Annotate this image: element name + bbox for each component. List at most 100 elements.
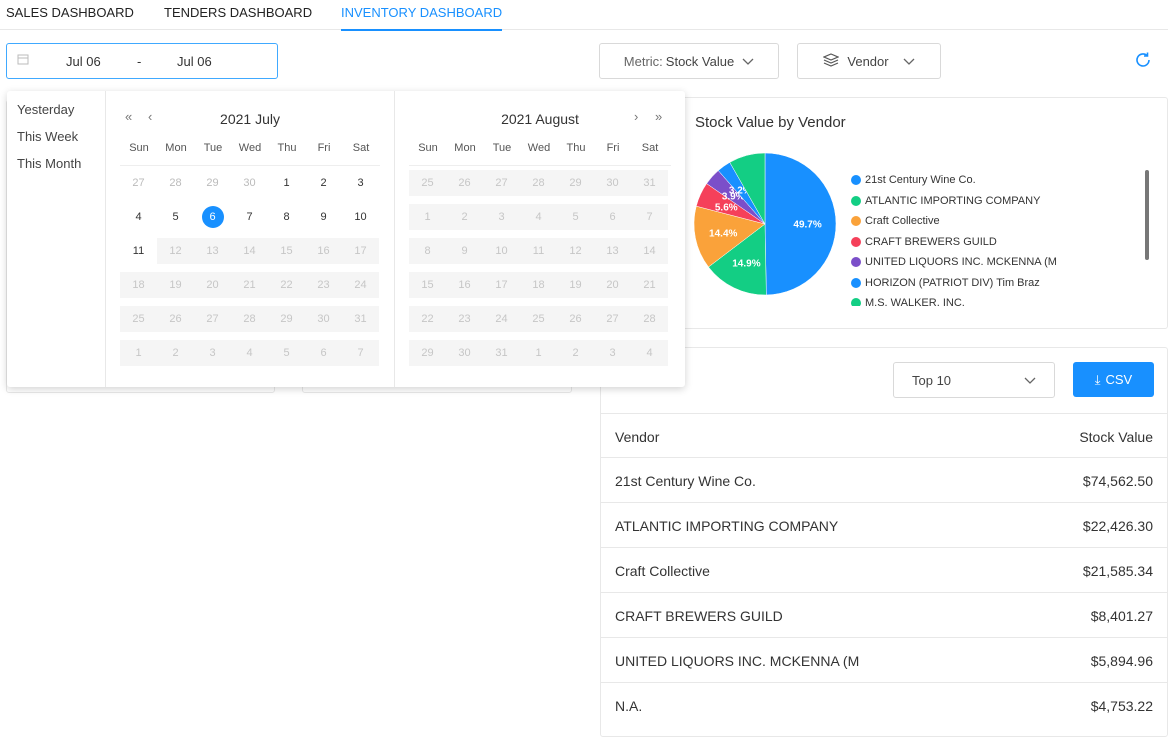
- day-number: 1: [535, 347, 542, 359]
- legend-scrollbar[interactable]: [1145, 170, 1149, 260]
- calendar-day: 14: [631, 238, 668, 264]
- day-number: 4: [535, 211, 542, 223]
- calendar-day: 27: [483, 170, 520, 196]
- day-number: 10: [495, 245, 508, 257]
- pie-slice[interactable]: [693, 205, 766, 268]
- legend-swatch: [851, 216, 861, 227]
- pie-slice[interactable]: [708, 223, 767, 296]
- day-number: 12: [169, 245, 182, 257]
- metric-select[interactable]: Metric: Stock Value: [599, 43, 779, 79]
- legend-swatch: [851, 277, 861, 288]
- legend-item[interactable]: M.S. WALKER, INC.: [851, 293, 1057, 306]
- stock-value-cell: $4,753.22: [1090, 698, 1153, 714]
- calendar-day: 31: [631, 170, 668, 196]
- calendar-day: 4: [631, 340, 668, 366]
- table-row[interactable]: CRAFT BREWERS GUILD $8,401.27: [601, 592, 1167, 637]
- calendar-day[interactable]: 7: [231, 204, 268, 230]
- date-range-picker[interactable]: Jul 06 - Jul 06: [6, 43, 278, 79]
- calendar-day[interactable]: 10: [342, 204, 379, 230]
- legend-item[interactable]: 21st Century Wine Co.: [851, 170, 1057, 191]
- preset-this-week[interactable]: This Week: [17, 129, 79, 144]
- calendar-day[interactable]: 3: [342, 170, 379, 196]
- calendar-day: 3: [194, 340, 231, 366]
- weekday-label: Sun: [418, 142, 438, 154]
- day-number: 6: [609, 211, 616, 223]
- table-row[interactable]: 21st Century Wine Co. $74,562.50: [601, 457, 1167, 502]
- next-month-icon[interactable]: ›: [634, 109, 639, 124]
- calendar-day: 3: [594, 340, 631, 366]
- weekday-label: Fri: [317, 142, 331, 154]
- pie-chart-card: Stock Value by Vendor 49.7% 14.9% 14.4% 5.6…: [600, 97, 1168, 329]
- prev-year-icon[interactable]: «: [125, 109, 133, 124]
- calendar-july: « ‹ 2021 July Sun Mon Tue Wed Thu Fri Sat 27 28 29…: [105, 91, 394, 387]
- legend-label: 21st Century Wine Co.: [865, 174, 976, 187]
- calendar-day[interactable]: 1: [268, 170, 305, 196]
- calendar-day: 25: [520, 306, 557, 332]
- chevron-down-icon: [1024, 373, 1036, 388]
- day-number: 13: [206, 245, 219, 257]
- vendor-select[interactable]: Vendor: [797, 43, 941, 79]
- table-row[interactable]: UNITED LIQUORS INC. MCKENNA (M $5,894.96: [601, 637, 1167, 682]
- calendar-day: 26: [157, 306, 194, 332]
- legend-item[interactable]: CRAFT BREWERS GUILD: [851, 232, 1057, 253]
- calendar-day[interactable]: 4: [120, 204, 157, 230]
- month-title[interactable]: 2021 July: [220, 111, 280, 127]
- tab-inventory-dashboard[interactable]: INVENTORY DASHBOARD: [341, 5, 503, 31]
- prev-month-icon[interactable]: ‹: [148, 109, 153, 124]
- calendar-day: 16: [446, 272, 483, 298]
- day-number: 14: [643, 245, 656, 257]
- calendar-day[interactable]: 29: [194, 170, 231, 196]
- calendar-day: 7: [342, 340, 379, 366]
- legend-item[interactable]: ATLANTIC IMPORTING COMPANY: [851, 191, 1057, 212]
- calendar-day: 8: [409, 238, 446, 264]
- csv-label: CSV: [1105, 372, 1133, 387]
- weekday-label: Sat: [641, 142, 659, 154]
- day-number: 4: [646, 347, 653, 359]
- calendar-day[interactable]: 30: [231, 170, 268, 196]
- calendar-day[interactable]: 8: [268, 204, 305, 230]
- pie-slice[interactable]: [729, 152, 766, 225]
- calendar-day[interactable]: 9: [305, 204, 342, 230]
- table-row[interactable]: N.A. $4,753.22: [601, 682, 1167, 727]
- end-date[interactable]: Jul 06: [177, 54, 212, 69]
- tab-sales-dashboard[interactable]: SALES DASHBOARD: [6, 5, 134, 20]
- legend-label: HORIZON (PATRIOT DIV) Tim Braz: [865, 276, 1040, 289]
- legend-swatch: [851, 195, 861, 206]
- csv-download-button[interactable]: ⤓ CSV: [1073, 362, 1154, 397]
- legend-item[interactable]: UNITED LIQUORS INC. MCKENNA (M: [851, 252, 1057, 273]
- day-number: 27: [206, 313, 219, 325]
- day-number: 3: [498, 211, 505, 223]
- calendar-day[interactable]: 28: [157, 170, 194, 196]
- refresh-icon[interactable]: [1134, 51, 1152, 74]
- calendar-day[interactable]: 5: [157, 204, 194, 230]
- pie-slice[interactable]: [764, 152, 837, 296]
- legend-label: ATLANTIC IMPORTING COMPANY: [865, 194, 1041, 207]
- calendar-day: 30: [446, 340, 483, 366]
- divider: [120, 165, 380, 166]
- selected-day[interactable]: 6: [194, 204, 231, 230]
- calendar-day: 3: [483, 204, 520, 230]
- calendar-day[interactable]: 27: [120, 170, 157, 196]
- weekday-label: Mon: [165, 142, 187, 154]
- legend-item[interactable]: HORIZON (PATRIOT DIV) Tim Braz: [851, 273, 1057, 294]
- legend-item[interactable]: Craft Collective: [851, 211, 1057, 232]
- tab-tenders-dashboard[interactable]: TENDERS DASHBOARD: [164, 5, 313, 20]
- vendor-cell: UNITED LIQUORS INC. MCKENNA (M: [615, 653, 860, 669]
- table-row[interactable]: ATLANTIC IMPORTING COMPANY $22,426.30: [601, 502, 1167, 547]
- next-year-icon[interactable]: »: [655, 109, 663, 124]
- calendar-day: 27: [594, 306, 631, 332]
- month-title[interactable]: 2021 August: [501, 111, 579, 127]
- start-date[interactable]: Jul 06: [66, 54, 101, 69]
- preset-yesterday[interactable]: Yesterday: [17, 102, 75, 117]
- table-row[interactable]: Craft Collective $21,585.34: [601, 547, 1167, 592]
- top-n-select[interactable]: Top 10: [893, 362, 1055, 398]
- calendar-day: 15: [409, 272, 446, 298]
- calendar-day[interactable]: 11: [120, 238, 157, 264]
- calendar-day[interactable]: 2: [305, 170, 342, 196]
- calendar-day: 12: [157, 238, 194, 264]
- day-number: 1: [135, 347, 142, 359]
- preset-this-month[interactable]: This Month: [17, 156, 82, 171]
- calendar-day: 29: [268, 306, 305, 332]
- day-number: 1: [424, 211, 431, 223]
- day-number: 28: [532, 177, 545, 189]
